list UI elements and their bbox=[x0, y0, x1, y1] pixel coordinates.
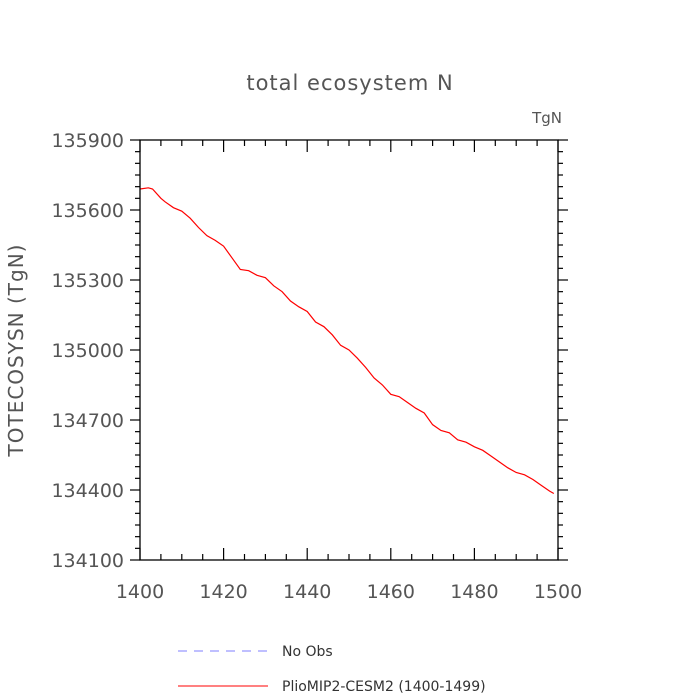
plot-frame bbox=[139, 139, 559, 561]
x-tick-label: 1440 bbox=[283, 581, 331, 603]
legend-label-pliomip2-cesm2: PlioMIP2-CESM2 (1400-1499) bbox=[282, 679, 486, 695]
y-tick-label: 134100 bbox=[51, 550, 124, 572]
x-tick-label: 1420 bbox=[199, 581, 247, 603]
x-tick-label: 1460 bbox=[367, 581, 415, 603]
x-tick-label: 1480 bbox=[450, 581, 498, 603]
y-tick-labels: 134100 134400 134700 135000 135300 135600 1359… bbox=[51, 130, 124, 572]
y-tick-label: 135600 bbox=[51, 200, 124, 222]
y-tick-label: 134700 bbox=[51, 410, 124, 432]
y-tick-label: 135900 bbox=[51, 130, 124, 152]
chart-title: total ecosystem N bbox=[246, 71, 453, 95]
x-tick-labels: 1400 1420 1440 1460 1480 1500 bbox=[116, 581, 582, 603]
y-tick-label: 135000 bbox=[51, 340, 124, 362]
series-line-pliomip2-cesm2 bbox=[139, 187, 555, 495]
series-lines bbox=[139, 187, 555, 495]
y-tick-label: 134400 bbox=[51, 480, 124, 502]
y-axis-label: TOTECOSYSN (TgN) bbox=[4, 244, 28, 458]
legend-label-no-obs: No Obs bbox=[282, 644, 333, 660]
x-tick-label: 1400 bbox=[116, 581, 164, 603]
x-tick-label: 1500 bbox=[534, 581, 582, 603]
legend: No Obs PlioMIP2-CESM2 (1400-1499) bbox=[178, 644, 486, 695]
y-tick-label: 135300 bbox=[51, 270, 124, 292]
units-label: TgN bbox=[531, 109, 562, 127]
